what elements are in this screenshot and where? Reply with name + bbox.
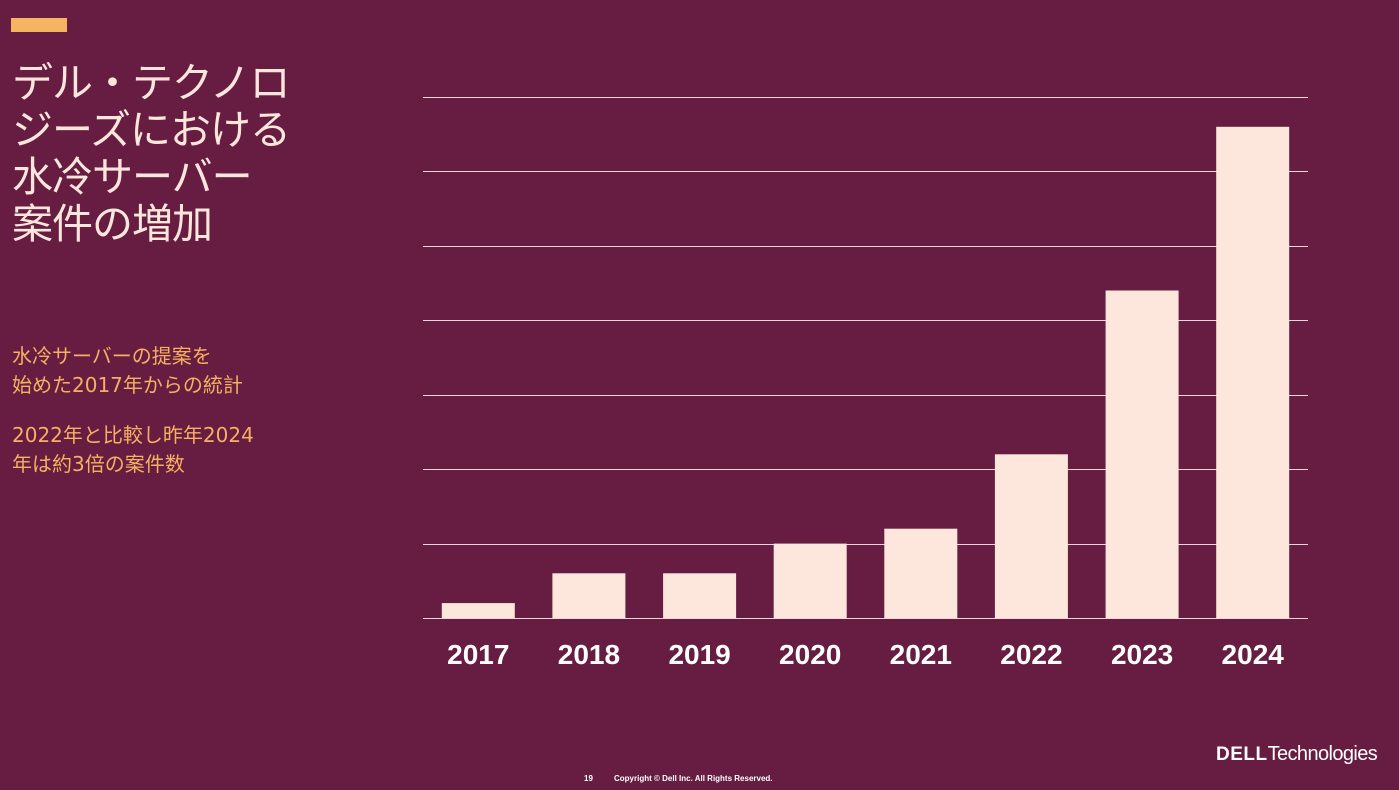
x-tick-label: 2024 <box>1222 639 1285 670</box>
bar-2020 <box>773 543 847 618</box>
bar-2019 <box>663 573 737 618</box>
slide-title: デル・テクノロ ジーズにおける 水冷サーバー 案件の増加 <box>12 60 342 248</box>
x-tick-label: 2023 <box>1111 639 1173 670</box>
page-number: 19 <box>584 774 593 783</box>
title-line: ジーズにおける <box>12 106 291 154</box>
note-line: 始めた2017年からの統計 <box>12 373 243 397</box>
title-line: 水冷サーバー <box>12 153 253 201</box>
bar-2017 <box>441 603 515 618</box>
bar-2018 <box>552 573 626 618</box>
bar-2022 <box>994 454 1068 618</box>
note-line: 水冷サーバーの提案を <box>12 344 212 368</box>
x-tick-label: 2017 <box>447 639 509 670</box>
note-statistics-source: 水冷サーバーの提案を 始めた2017年からの統計 <box>12 342 243 400</box>
note-line: 年は約3倍の案件数 <box>12 452 185 476</box>
accent-bar <box>11 18 67 32</box>
logo-technologies-wordmark: Technologies <box>1267 743 1378 765</box>
bar-layer <box>441 126 1290 619</box>
x-tick-label: 2022 <box>1000 639 1062 670</box>
x-tick-label: 2020 <box>779 639 841 670</box>
note-comparison: 2022年と比較し昨年2024 年は約3倍の案件数 <box>12 421 254 479</box>
bar-2024 <box>1216 126 1290 619</box>
bar-2021 <box>884 528 958 618</box>
x-tick-label: 2019 <box>668 639 730 670</box>
x-tick-label: 2018 <box>558 639 620 670</box>
x-tick-label: 2021 <box>890 639 952 670</box>
bar-2023 <box>1105 290 1179 618</box>
x-tick-labels: 2017 2018 2019 2020 2021 2022 2023 2024 <box>447 639 1284 670</box>
logo-dell-wordmark: DELL <box>1216 744 1268 765</box>
title-line: 案件の増加 <box>12 200 213 248</box>
title-line: デル・テクノロ <box>12 59 291 107</box>
copyright-text: Copyright © Dell Inc. All Rights Reserve… <box>614 774 773 783</box>
dell-technologies-logo: DELLTechnologies <box>1216 740 1378 770</box>
note-line: 2022年と比較し昨年2024 <box>12 423 254 447</box>
